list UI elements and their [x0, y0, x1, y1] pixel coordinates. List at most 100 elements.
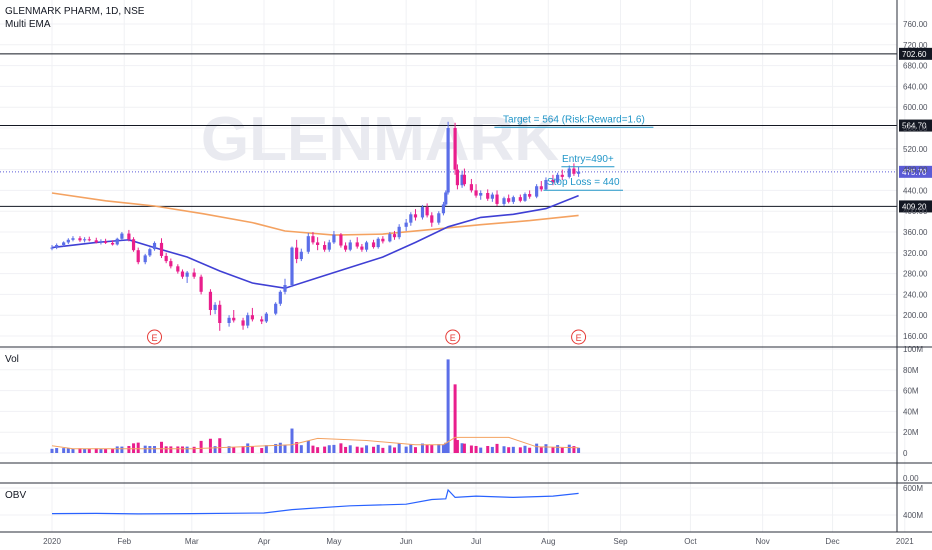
candle[interactable] — [50, 245, 54, 251]
candle[interactable] — [241, 317, 245, 330]
candle[interactable] — [164, 252, 168, 264]
candle[interactable] — [523, 192, 527, 202]
candle[interactable] — [556, 172, 560, 185]
price-pane[interactable] — [50, 121, 581, 331]
candle[interactable] — [425, 203, 429, 218]
candle[interactable] — [94, 237, 98, 244]
candle[interactable] — [413, 209, 418, 221]
candle[interactable] — [66, 238, 70, 244]
candle[interactable] — [404, 219, 408, 231]
candle[interactable] — [486, 189, 490, 201]
obv-pane[interactable] — [51, 488, 579, 515]
candle[interactable] — [169, 258, 173, 269]
candle[interactable] — [152, 241, 157, 251]
candle[interactable] — [479, 190, 483, 200]
candle[interactable] — [295, 239, 299, 264]
candle[interactable] — [409, 212, 413, 226]
candle[interactable] — [115, 237, 119, 246]
candle[interactable] — [311, 232, 315, 245]
candle[interactable] — [208, 289, 213, 316]
candle[interactable] — [420, 204, 425, 220]
candle[interactable] — [274, 302, 278, 316]
candle[interactable] — [507, 194, 511, 204]
candle[interactable] — [316, 237, 320, 251]
candle[interactable] — [110, 240, 115, 246]
candle[interactable] — [453, 122, 457, 175]
candle[interactable] — [180, 269, 185, 279]
candle[interactable] — [327, 239, 331, 252]
candle[interactable] — [278, 290, 282, 306]
candle[interactable] — [136, 247, 140, 265]
candle[interactable] — [397, 224, 401, 240]
candle[interactable] — [355, 237, 359, 249]
candle[interactable] — [576, 167, 581, 177]
candle[interactable] — [83, 237, 87, 243]
candle[interactable] — [283, 278, 287, 295]
candle[interactable] — [371, 239, 376, 249]
candle[interactable] — [306, 233, 310, 254]
candle[interactable] — [246, 312, 250, 329]
candle[interactable] — [290, 246, 294, 288]
candle[interactable] — [460, 170, 464, 188]
candle[interactable] — [62, 241, 66, 247]
candle[interactable] — [388, 232, 392, 243]
candle[interactable] — [364, 240, 369, 252]
volume-pane[interactable] — [50, 359, 581, 453]
candle[interactable] — [511, 195, 515, 204]
candle[interactable] — [360, 243, 364, 252]
candle[interactable] — [502, 196, 506, 206]
candle[interactable] — [376, 237, 380, 249]
candle[interactable] — [264, 312, 268, 323]
candle[interactable] — [87, 236, 91, 242]
earnings-marker[interactable] — [571, 329, 587, 345]
candle[interactable] — [535, 184, 539, 199]
candle[interactable] — [71, 236, 75, 242]
candle[interactable] — [441, 201, 446, 216]
candle[interactable] — [192, 268, 196, 279]
candle[interactable] — [218, 300, 222, 331]
candle[interactable] — [392, 230, 397, 240]
candle[interactable] — [250, 307, 254, 322]
candle[interactable] — [444, 190, 448, 206]
candle[interactable] — [539, 181, 543, 192]
candle[interactable] — [567, 165, 571, 179]
candle[interactable] — [455, 164, 460, 190]
candle[interactable] — [323, 241, 327, 252]
candle[interactable] — [495, 190, 499, 206]
candle[interactable] — [551, 174, 555, 186]
candle[interactable] — [78, 236, 82, 242]
candle[interactable] — [430, 212, 434, 227]
candle[interactable] — [490, 192, 494, 202]
candle[interactable] — [462, 168, 467, 187]
candle[interactable] — [159, 238, 164, 258]
candle[interactable] — [299, 248, 303, 262]
candle[interactable] — [339, 233, 343, 248]
candle[interactable] — [560, 169, 564, 180]
candle[interactable] — [528, 190, 532, 199]
candle[interactable] — [185, 271, 189, 283]
candle[interactable] — [176, 264, 180, 274]
candle[interactable] — [127, 229, 131, 242]
candle[interactable] — [120, 232, 124, 241]
candle[interactable] — [474, 184, 478, 198]
candle[interactable] — [381, 236, 385, 244]
candle[interactable] — [260, 316, 264, 325]
candle[interactable] — [232, 310, 236, 323]
candle[interactable] — [227, 315, 231, 327]
candle[interactable] — [343, 242, 348, 252]
candle[interactable] — [332, 230, 336, 244]
earnings-marker[interactable] — [445, 329, 461, 345]
candle[interactable] — [99, 239, 103, 245]
candle[interactable] — [446, 121, 450, 195]
candle[interactable] — [469, 178, 473, 193]
candle[interactable] — [55, 243, 59, 250]
candle[interactable] — [572, 163, 576, 176]
candle[interactable] — [199, 274, 203, 295]
candle[interactable] — [148, 247, 152, 257]
candle[interactable] — [131, 237, 136, 252]
candle[interactable] — [348, 239, 352, 252]
candle[interactable] — [518, 194, 522, 203]
candle[interactable] — [103, 238, 108, 244]
earnings-marker[interactable] — [147, 329, 163, 345]
candle[interactable] — [213, 302, 217, 315]
